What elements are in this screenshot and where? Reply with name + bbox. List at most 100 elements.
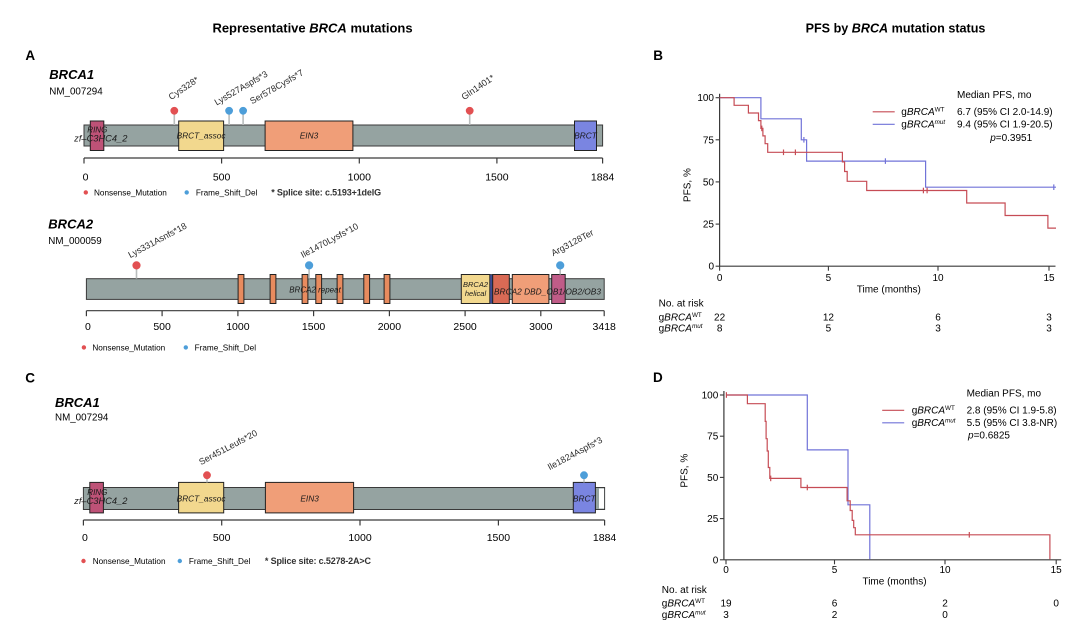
svg-text:25: 25	[703, 220, 715, 231]
svg-text:BRCA2 DBD_OB1/OB2/OB3: BRCA2 DBD_OB1/OB2/OB3	[494, 286, 601, 296]
svg-text:Nonsense_Mutation: Nonsense_Mutation	[92, 343, 165, 352]
svg-text:BRCA1: BRCA1	[49, 67, 94, 82]
svg-text:22: 22	[714, 313, 726, 324]
svg-text:BRCT_assoc: BRCT_assoc	[177, 131, 227, 141]
svg-text:B: B	[653, 48, 663, 63]
svg-text:BRCT: BRCT	[573, 494, 597, 504]
svg-text:1884: 1884	[591, 172, 615, 184]
svg-text:p=0.6825: p=0.6825	[967, 431, 1010, 442]
svg-text:5: 5	[826, 324, 832, 335]
svg-text:p=0.3951: p=0.3951	[989, 133, 1032, 144]
svg-text:Frame_Shift_Del: Frame_Shift_Del	[189, 557, 251, 566]
svg-text:* Splice site: c.5193+1delG: * Splice site: c.5193+1delG	[271, 187, 381, 197]
svg-text:EIN3: EIN3	[300, 131, 319, 141]
svg-text:0: 0	[82, 532, 88, 544]
svg-text:9.4 (95% CI 1.9-20.5): 9.4 (95% CI 1.9-20.5)	[957, 120, 1053, 131]
svg-text:75: 75	[703, 135, 715, 146]
svg-text:2.8 (95% CI 1.9-5.8): 2.8 (95% CI 1.9-5.8)	[967, 406, 1057, 417]
svg-text:RING: RING	[87, 125, 107, 134]
svg-text:Nonsense_Mutation: Nonsense_Mutation	[93, 557, 166, 566]
svg-text:PFS, %: PFS, %	[682, 168, 693, 202]
svg-text:12: 12	[823, 313, 835, 324]
svg-text:15: 15	[1051, 565, 1063, 576]
svg-text:500: 500	[153, 321, 171, 333]
svg-text:gBRCAmut: gBRCAmut	[659, 323, 703, 334]
svg-text:6: 6	[935, 313, 941, 324]
svg-text:BRCA1: BRCA1	[55, 395, 100, 410]
svg-text:1500: 1500	[302, 321, 326, 333]
svg-text:1000: 1000	[348, 532, 372, 544]
svg-text:0: 0	[713, 555, 719, 566]
svg-text:gBRCAWT: gBRCAWT	[662, 598, 705, 609]
svg-text:2000: 2000	[378, 321, 402, 333]
svg-text:50: 50	[707, 473, 719, 484]
svg-text:Frame_Shift_Del: Frame_Shift_Del	[196, 188, 258, 197]
svg-text:Representative BRCA mutations: Representative BRCA mutations	[212, 21, 412, 36]
svg-text:1000: 1000	[226, 321, 250, 333]
svg-text:NM_000059: NM_000059	[48, 236, 101, 247]
svg-text:A: A	[25, 48, 35, 63]
svg-text:C: C	[25, 370, 35, 385]
svg-text:3000: 3000	[529, 321, 553, 333]
svg-text:1500: 1500	[487, 532, 511, 544]
svg-text:BRCA2 repeat: BRCA2 repeat	[289, 285, 341, 294]
svg-text:8: 8	[717, 324, 723, 335]
svg-text:1500: 1500	[485, 172, 509, 184]
svg-text:zf–C3HC4_2: zf–C3HC4_2	[73, 133, 128, 143]
svg-text:3: 3	[935, 324, 941, 335]
svg-text:2500: 2500	[453, 321, 477, 333]
svg-text:10: 10	[939, 565, 951, 576]
svg-text:6.7 (95% CI 2.0-14.9): 6.7 (95% CI 2.0-14.9)	[957, 107, 1053, 118]
svg-text:19: 19	[720, 599, 732, 610]
svg-text:3: 3	[723, 610, 729, 621]
svg-text:Median PFS, mo: Median PFS, mo	[957, 90, 1032, 101]
svg-text:RING: RING	[87, 488, 107, 497]
svg-text:NM_007294: NM_007294	[49, 87, 103, 98]
svg-text:BRCA2: BRCA2	[48, 217, 94, 232]
svg-text:NM_007294: NM_007294	[55, 413, 109, 424]
svg-text:25: 25	[707, 514, 719, 525]
svg-text:3: 3	[1046, 324, 1052, 335]
svg-text:10: 10	[932, 273, 944, 284]
svg-text:* Splice site: c.5278-2A>C: * Splice site: c.5278-2A>C	[265, 556, 372, 566]
svg-text:0: 0	[717, 273, 723, 284]
svg-text:BRCT: BRCT	[574, 131, 598, 141]
svg-text:500: 500	[213, 172, 231, 184]
svg-text:Time (months): Time (months)	[862, 577, 926, 588]
svg-text:PFS by BRCA mutation status: PFS by BRCA mutation status	[806, 22, 986, 36]
svg-text:15: 15	[1043, 273, 1055, 284]
svg-text:0: 0	[723, 565, 729, 576]
svg-text:0: 0	[85, 321, 91, 333]
svg-text:gBRCAWT: gBRCAWT	[901, 107, 944, 118]
svg-text:Median PFS, mo: Median PFS, mo	[967, 388, 1042, 399]
svg-text:gBRCAmut: gBRCAmut	[912, 418, 956, 429]
svg-text:gBRCAmut: gBRCAmut	[901, 119, 945, 130]
svg-text:Nonsense_Mutation: Nonsense_Mutation	[94, 188, 167, 197]
svg-text:EIN3: EIN3	[300, 494, 319, 504]
svg-text:zf–C3HC4_2: zf–C3HC4_2	[73, 496, 128, 506]
svg-text:gBRCAWT: gBRCAWT	[659, 312, 702, 323]
svg-text:0: 0	[708, 262, 714, 273]
svg-text:100: 100	[702, 391, 719, 402]
svg-text:BRCA2: BRCA2	[463, 280, 489, 289]
svg-text:D: D	[653, 370, 663, 385]
svg-text:PFS, %: PFS, %	[680, 454, 691, 488]
svg-text:0: 0	[942, 610, 948, 621]
svg-text:gBRCAmut: gBRCAmut	[662, 610, 706, 621]
svg-text:2: 2	[942, 599, 948, 610]
svg-text:1000: 1000	[348, 172, 372, 184]
svg-text:Frame_Shift_Del: Frame_Shift_Del	[195, 343, 257, 352]
svg-text:2: 2	[832, 610, 838, 621]
svg-text:5: 5	[826, 273, 832, 284]
svg-text:3: 3	[1046, 313, 1052, 324]
svg-text:50: 50	[703, 177, 715, 188]
svg-text:3418: 3418	[593, 321, 617, 333]
svg-text:No. at risk: No. at risk	[659, 299, 705, 310]
svg-text:500: 500	[213, 532, 231, 544]
svg-text:helical: helical	[465, 289, 487, 298]
svg-text:BRCT_assoc: BRCT_assoc	[177, 494, 227, 504]
svg-text:75: 75	[707, 432, 719, 443]
svg-text:1884: 1884	[593, 532, 617, 544]
svg-text:5.5 (95% CI 3.8-NR): 5.5 (95% CI 3.8-NR)	[967, 418, 1058, 429]
svg-text:Time (months): Time (months)	[857, 285, 921, 296]
